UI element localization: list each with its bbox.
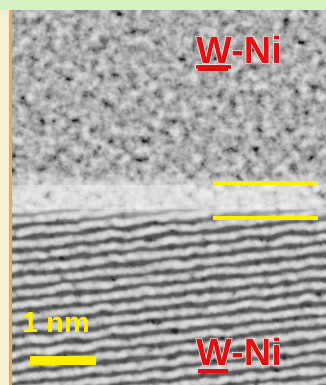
top-border [0, 0, 326, 10]
phase-suffix: -Ni [231, 30, 282, 72]
phase-label-bottom: W-Ni [196, 332, 282, 374]
scale-bar-label: 1 nm [22, 307, 90, 339]
phase-label-top: W-Ni [196, 30, 282, 72]
scale-bar [30, 356, 96, 365]
left-border [0, 10, 9, 385]
page: W-Ni W-Ni 1 nm (() => { const data = JSO… [0, 0, 326, 385]
underlined-element: W [196, 30, 232, 72]
micrograph-figure: W-Ni W-Ni 1 nm [0, 0, 326, 385]
underlined-element: W [196, 332, 232, 374]
left-rule [9, 10, 12, 385]
phase-suffix: -Ni [231, 332, 282, 374]
underline [198, 369, 228, 373]
underline [198, 67, 228, 71]
